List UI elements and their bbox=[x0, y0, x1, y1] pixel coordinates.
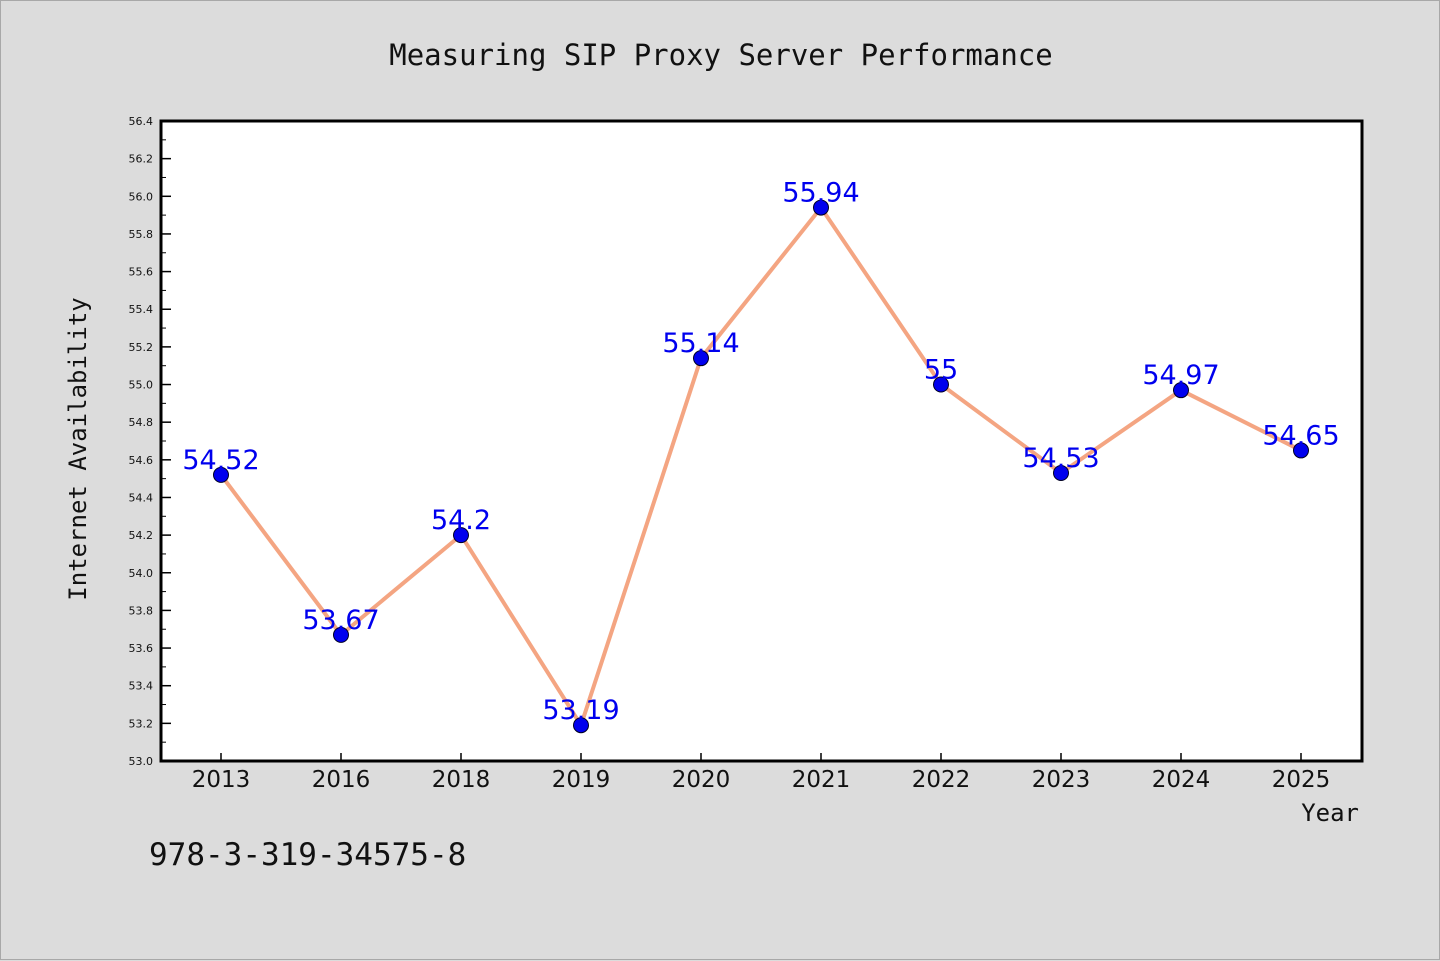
data-label: 54.65 bbox=[1262, 420, 1339, 451]
data-point bbox=[573, 717, 589, 734]
x-axis: 2013 2016 2018 2019 2020 2021 2022 2023 2024 2025 bbox=[192, 753, 1331, 793]
series-line bbox=[219, 205, 1302, 728]
y-axis-label: Internet Availability bbox=[64, 297, 92, 600]
y-tick-label: 53.2 bbox=[129, 717, 154, 730]
y-tick-label: 55.0 bbox=[129, 379, 154, 392]
data-point bbox=[453, 527, 469, 544]
y-axis: 53.0 53.2 53.4 53.6 53.8 54.0 54.2 54.4 54.6 54.8… bbox=[129, 115, 171, 768]
y-tick-label: 54.2 bbox=[129, 529, 154, 542]
data-label: 54.97 bbox=[1142, 360, 1219, 391]
y-tick-label: 54.8 bbox=[129, 416, 154, 429]
data-point bbox=[933, 376, 949, 393]
data-label: 55.94 bbox=[782, 178, 859, 209]
y-tick-label: 56.0 bbox=[129, 190, 154, 203]
y-tick-label: 53.6 bbox=[129, 642, 154, 655]
y-tick-label: 55.4 bbox=[129, 303, 154, 316]
y-tick-label: 53.4 bbox=[129, 680, 154, 693]
data-label: 53.19 bbox=[542, 695, 619, 726]
data-label: 55 bbox=[924, 355, 958, 386]
x-tick-label: 2023 bbox=[1032, 767, 1091, 793]
data-label: 54.53 bbox=[1022, 443, 1099, 474]
y-tick-label: 55.2 bbox=[129, 341, 154, 354]
data-labels: 54.52 53.67 54.2 53.19 55.14 55.94 55 54.53 54.9… bbox=[182, 178, 1339, 727]
y-tick-label: 56.4 bbox=[129, 115, 154, 128]
data-label: 55.14 bbox=[662, 328, 739, 359]
y-tick-label: 53.0 bbox=[129, 755, 154, 768]
y-tick-label: 56.2 bbox=[129, 153, 154, 166]
isbn-annotation: 978-3-319-34575-8 bbox=[149, 837, 466, 873]
y-tick-label: 55.8 bbox=[129, 228, 154, 241]
data-point bbox=[1293, 442, 1309, 459]
x-tick-label: 2019 bbox=[552, 767, 611, 793]
y-tick-label: 54.6 bbox=[129, 454, 154, 467]
data-label: 53.67 bbox=[302, 605, 379, 636]
series-line-group bbox=[219, 205, 1302, 728]
y-tick-label: 53.8 bbox=[129, 604, 154, 617]
y-tick-label: 55.6 bbox=[129, 266, 154, 279]
plot-area bbox=[159, 119, 1364, 763]
data-point bbox=[1173, 382, 1189, 399]
x-tick-label: 2013 bbox=[192, 767, 251, 793]
x-tick-label: 2021 bbox=[792, 767, 851, 793]
data-label: 54.2 bbox=[431, 505, 491, 536]
x-tick-label: 2025 bbox=[1272, 767, 1331, 793]
chart-title: Measuring SIP Proxy Server Performance bbox=[389, 38, 1052, 72]
x-tick-label: 2016 bbox=[312, 767, 371, 793]
data-label: 54.52 bbox=[182, 445, 259, 476]
y-tick-label: 54.0 bbox=[129, 567, 154, 580]
data-point bbox=[1053, 465, 1069, 481]
x-axis-label: Year bbox=[1301, 799, 1359, 827]
y-tick-label: 54.4 bbox=[129, 491, 154, 504]
data-markers bbox=[213, 199, 1309, 734]
x-tick-label: 2020 bbox=[672, 767, 731, 793]
x-tick-label: 2022 bbox=[912, 767, 971, 793]
x-tick-label: 2018 bbox=[432, 767, 491, 793]
data-point bbox=[333, 626, 349, 643]
x-tick-label: 2024 bbox=[1152, 767, 1211, 793]
data-point bbox=[213, 466, 229, 483]
data-point bbox=[813, 199, 829, 216]
data-point bbox=[693, 350, 709, 367]
